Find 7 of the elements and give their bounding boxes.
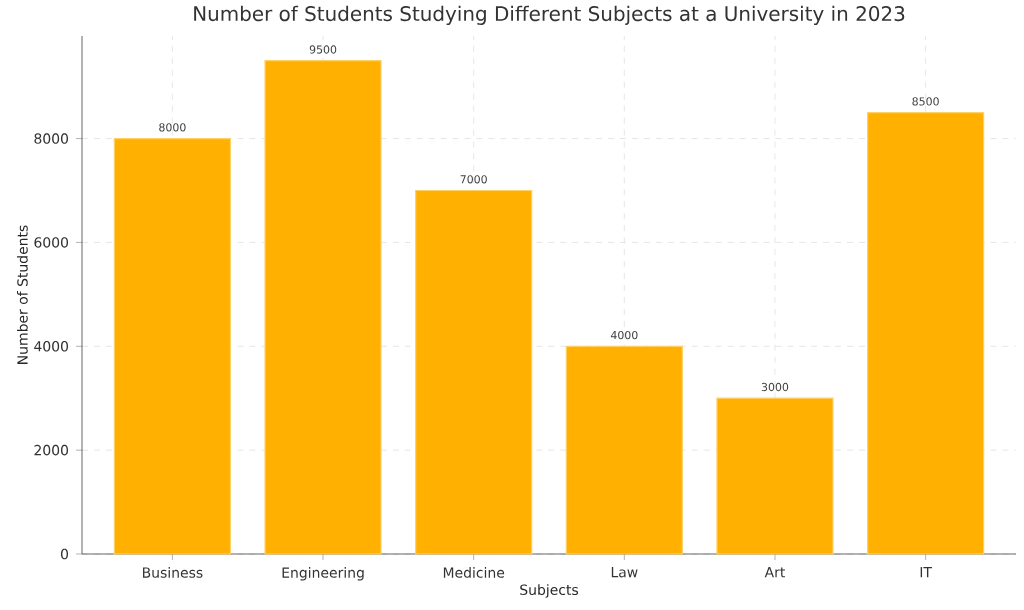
bar [264, 60, 382, 555]
bar [867, 111, 985, 555]
bar [113, 137, 231, 555]
bar [565, 345, 683, 555]
chart-title: Number of Students Studying Different Subjects at a University in 2023 [194, 5, 905, 26]
bar [415, 189, 533, 555]
bar [716, 397, 834, 555]
